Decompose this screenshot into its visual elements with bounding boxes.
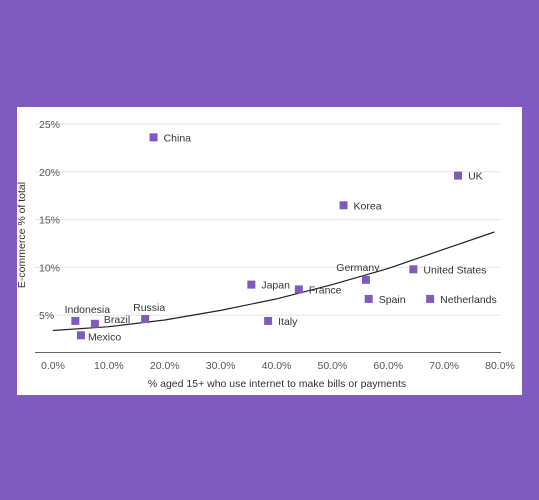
data-label-uk: UK [468,171,483,183]
x-tick-label: 30.0% [206,360,236,372]
x-tick-label: 60.0% [373,360,403,372]
data-label-mexico: Mexico [88,331,121,343]
data-label-indonesia: Indonesia [65,304,111,316]
data-point-united-states [409,265,418,274]
x-axis-title: % aged 15+ who use internet to make bill… [148,378,406,390]
y-tick-label: 5% [39,310,54,322]
data-points [71,133,463,340]
data-point-france [294,285,303,294]
y-axis-title: E-commerce % of total [17,182,28,288]
x-tick-label: 40.0% [262,360,292,372]
data-point-labels: China UK Korea Japan France Germany United Sta… [65,132,497,343]
data-point-china [149,133,158,142]
scatter-chart: 5% 10% 15% 20% 25% 0.0% 10.0% 20.0% 30.0% 40.0% 5… [17,119,515,390]
data-label-brazil: Brazil [104,314,130,326]
data-label-russia: Russia [133,302,165,314]
x-tick-label: 20.0% [150,360,180,372]
data-label-germany: Germany [336,262,380,274]
y-tick-label: 25% [39,119,60,131]
data-point-italy [264,316,273,325]
x-tick-label: 50.0% [317,360,347,372]
data-point-japan [247,280,256,289]
data-point-uk [454,171,463,180]
data-label-china: China [164,132,192,144]
data-label-netherlands: Netherlands [440,294,497,306]
chart-card: 5% 10% 15% 20% 25% 0.0% 10.0% 20.0% 30.0% 40.0% 5… [17,107,522,395]
data-point-mexico [76,331,85,340]
y-tick-label: 10% [39,262,60,274]
data-point-brazil [90,319,99,328]
x-tick-labels: 0.0% 10.0% 20.0% 30.0% 40.0% 50.0% 60.0% 70.0% 8… [41,360,515,372]
data-label-japan: Japan [261,280,290,292]
data-label-spain: Spain [379,294,406,306]
data-point-indonesia [71,316,80,325]
data-point-netherlands [426,294,435,303]
data-point-korea [339,201,348,210]
y-tick-label: 20% [39,167,60,179]
x-tick-label: 0.0% [41,360,65,372]
data-label-italy: Italy [278,316,298,328]
gridlines [35,123,501,316]
data-label-united-states: United States [423,264,486,276]
x-tick-label: 70.0% [429,360,459,372]
x-tick-label: 80.0% [485,360,515,372]
y-tick-label: 15% [39,215,60,227]
data-point-spain [364,294,373,303]
data-point-russia [141,315,150,324]
data-point-germany [361,275,370,284]
x-tick-label: 10.0% [94,360,124,372]
trendline [52,231,495,332]
y-tick-labels: 5% 10% 15% 20% 25% [39,119,60,322]
data-label-korea: Korea [354,200,382,212]
data-label-france: France [309,284,342,296]
